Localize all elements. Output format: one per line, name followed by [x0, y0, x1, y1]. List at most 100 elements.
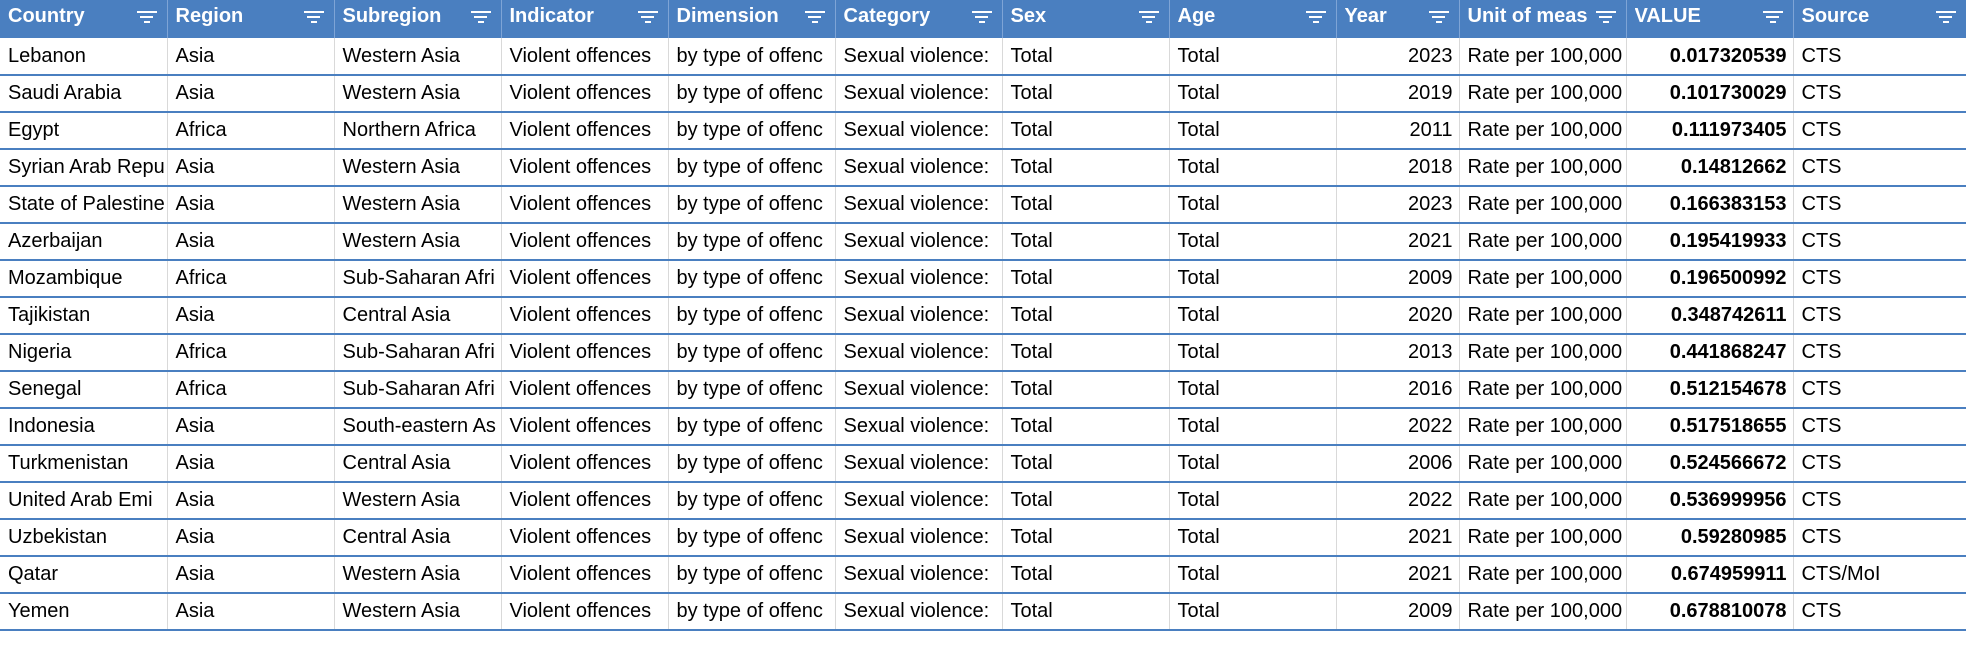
filter-dropdown-icon[interactable]	[1305, 11, 1326, 27]
cell-region[interactable]: Asia	[167, 75, 335, 113]
cell-subregion[interactable]: Central Asia	[334, 445, 502, 483]
filter-dropdown-icon[interactable]	[470, 11, 491, 27]
cell-unit[interactable]: Rate per 100,000	[1459, 371, 1627, 409]
filter-dropdown-icon[interactable]	[637, 11, 658, 27]
cell-dimension[interactable]: by type of offenc	[668, 593, 836, 631]
cell-region[interactable]: Africa	[167, 260, 335, 298]
cell-source[interactable]: CTS	[1793, 75, 1966, 113]
cell-country[interactable]: Lebanon	[0, 38, 168, 76]
cell-year[interactable]: 2021	[1336, 223, 1460, 261]
cell-age[interactable]: Total	[1169, 593, 1337, 631]
cell-sex[interactable]: Total	[1002, 556, 1170, 594]
cell-indicator[interactable]: Violent offences	[501, 371, 669, 409]
cell-country[interactable]: Uzbekistan	[0, 519, 168, 557]
cell-category[interactable]: Sexual violence:	[835, 297, 1003, 335]
cell-region[interactable]: Asia	[167, 445, 335, 483]
column-header-region[interactable]: Region	[167, 0, 335, 38]
cell-unit[interactable]: Rate per 100,000	[1459, 297, 1627, 335]
cell-year[interactable]: 2009	[1336, 260, 1460, 298]
cell-region[interactable]: Asia	[167, 149, 335, 187]
cell-year[interactable]: 2006	[1336, 445, 1460, 483]
cell-dimension[interactable]: by type of offenc	[668, 445, 836, 483]
cell-indicator[interactable]: Violent offences	[501, 445, 669, 483]
column-header-value[interactable]: VALUE	[1626, 0, 1794, 38]
cell-dimension[interactable]: by type of offenc	[668, 112, 836, 150]
cell-country[interactable]: Azerbaijan	[0, 223, 168, 261]
cell-indicator[interactable]: Violent offences	[501, 112, 669, 150]
cell-country[interactable]: State of Palestine	[0, 186, 168, 224]
cell-indicator[interactable]: Violent offences	[501, 38, 669, 76]
column-header-indicator[interactable]: Indicator	[501, 0, 669, 38]
cell-year[interactable]: 2021	[1336, 556, 1460, 594]
cell-unit[interactable]: Rate per 100,000	[1459, 75, 1627, 113]
cell-sex[interactable]: Total	[1002, 75, 1170, 113]
cell-year[interactable]: 2023	[1336, 38, 1460, 76]
cell-country[interactable]: Indonesia	[0, 408, 168, 446]
filter-dropdown-icon[interactable]	[971, 11, 992, 27]
cell-source[interactable]: CTS	[1793, 445, 1966, 483]
cell-region[interactable]: Asia	[167, 38, 335, 76]
cell-age[interactable]: Total	[1169, 408, 1337, 446]
cell-region[interactable]: Asia	[167, 593, 335, 631]
cell-year[interactable]: 2022	[1336, 482, 1460, 520]
cell-unit[interactable]: Rate per 100,000	[1459, 556, 1627, 594]
cell-subregion[interactable]: Western Asia	[334, 223, 502, 261]
cell-country[interactable]: Qatar	[0, 556, 168, 594]
cell-dimension[interactable]: by type of offenc	[668, 408, 836, 446]
cell-indicator[interactable]: Violent offences	[501, 593, 669, 631]
cell-unit[interactable]: Rate per 100,000	[1459, 149, 1627, 187]
cell-year[interactable]: 2018	[1336, 149, 1460, 187]
cell-category[interactable]: Sexual violence:	[835, 186, 1003, 224]
cell-dimension[interactable]: by type of offenc	[668, 223, 836, 261]
cell-subregion[interactable]: Western Asia	[334, 593, 502, 631]
cell-sex[interactable]: Total	[1002, 297, 1170, 335]
cell-age[interactable]: Total	[1169, 445, 1337, 483]
cell-sex[interactable]: Total	[1002, 593, 1170, 631]
cell-value[interactable]: 0.674959911	[1626, 556, 1794, 594]
cell-sex[interactable]: Total	[1002, 186, 1170, 224]
cell-category[interactable]: Sexual violence:	[835, 408, 1003, 446]
cell-indicator[interactable]: Violent offences	[501, 556, 669, 594]
column-header-subregion[interactable]: Subregion	[334, 0, 502, 38]
cell-age[interactable]: Total	[1169, 334, 1337, 372]
cell-country[interactable]: Tajikistan	[0, 297, 168, 335]
cell-category[interactable]: Sexual violence:	[835, 334, 1003, 372]
cell-unit[interactable]: Rate per 100,000	[1459, 38, 1627, 76]
cell-sex[interactable]: Total	[1002, 260, 1170, 298]
cell-source[interactable]: CTS	[1793, 112, 1966, 150]
cell-age[interactable]: Total	[1169, 38, 1337, 76]
cell-value[interactable]: 0.14812662	[1626, 149, 1794, 187]
cell-sex[interactable]: Total	[1002, 445, 1170, 483]
cell-sex[interactable]: Total	[1002, 334, 1170, 372]
filter-dropdown-icon[interactable]	[136, 11, 157, 27]
cell-source[interactable]: CTS	[1793, 371, 1966, 409]
cell-country[interactable]: Turkmenistan	[0, 445, 168, 483]
cell-sex[interactable]: Total	[1002, 519, 1170, 557]
cell-year[interactable]: 2021	[1336, 519, 1460, 557]
cell-subregion[interactable]: Central Asia	[334, 519, 502, 557]
cell-dimension[interactable]: by type of offenc	[668, 260, 836, 298]
cell-value[interactable]: 0.017320539	[1626, 38, 1794, 76]
cell-subregion[interactable]: Sub-Saharan Afri	[334, 371, 502, 409]
cell-age[interactable]: Total	[1169, 519, 1337, 557]
cell-unit[interactable]: Rate per 100,000	[1459, 445, 1627, 483]
cell-subregion[interactable]: South-eastern As	[334, 408, 502, 446]
cell-year[interactable]: 2019	[1336, 75, 1460, 113]
cell-source[interactable]: CTS	[1793, 482, 1966, 520]
cell-year[interactable]: 2016	[1336, 371, 1460, 409]
cell-subregion[interactable]: Western Asia	[334, 149, 502, 187]
filter-dropdown-icon[interactable]	[1138, 11, 1159, 27]
cell-country[interactable]: Syrian Arab Repu	[0, 149, 168, 187]
cell-region[interactable]: Asia	[167, 482, 335, 520]
cell-age[interactable]: Total	[1169, 260, 1337, 298]
cell-indicator[interactable]: Violent offences	[501, 334, 669, 372]
cell-source[interactable]: CTS	[1793, 297, 1966, 335]
cell-age[interactable]: Total	[1169, 371, 1337, 409]
cell-sex[interactable]: Total	[1002, 223, 1170, 261]
cell-category[interactable]: Sexual violence:	[835, 260, 1003, 298]
cell-subregion[interactable]: Sub-Saharan Afri	[334, 260, 502, 298]
cell-year[interactable]: 2013	[1336, 334, 1460, 372]
cell-source[interactable]: CTS	[1793, 408, 1966, 446]
cell-region[interactable]: Asia	[167, 519, 335, 557]
cell-country[interactable]: Nigeria	[0, 334, 168, 372]
